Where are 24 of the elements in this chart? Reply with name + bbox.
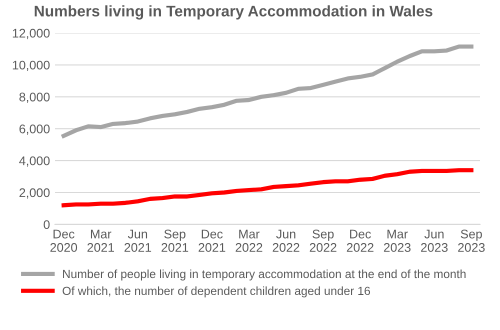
x-tick-label: Jun 2021 xyxy=(124,230,152,252)
x-tick-label: Sep 2021 xyxy=(162,230,188,252)
x-tick-label: Dec 2020 xyxy=(50,230,78,252)
y-tick-label: 4,000 xyxy=(19,156,50,167)
y-tick-label: 6,000 xyxy=(19,124,50,135)
line-series xyxy=(62,168,474,208)
x-tick-label: Jun 2023 xyxy=(421,230,448,252)
y-tick-label: 10,000 xyxy=(12,60,50,72)
legend-label: Of which, the number of dependent children aged under 16 xyxy=(62,286,370,298)
x-tick-label: Sep 2023 xyxy=(458,230,485,252)
x-tick-label: Sep 2022 xyxy=(310,230,336,252)
x-tick-label: Mar 2021 xyxy=(87,230,114,252)
x-tick-label: Jun 2022 xyxy=(272,230,300,252)
line-series xyxy=(62,44,474,138)
chart-title: Numbers living in Temporary Accommodation in Wales xyxy=(34,5,432,20)
legend-label: Number of people living in temporary accommodation at the end of the month xyxy=(63,269,466,280)
x-tick-label: Mar 2022 xyxy=(236,230,262,252)
x-tick-label: Dec 2022 xyxy=(346,230,374,252)
y-tick-label: 12,000 xyxy=(12,28,50,40)
x-tick-label: Mar 2023 xyxy=(384,230,411,252)
y-tick-label: 0 xyxy=(44,220,50,230)
x-tick-label: Dec 2021 xyxy=(198,230,226,252)
y-tick-label: 8,000 xyxy=(19,92,50,103)
y-tick-label: 2,000 xyxy=(19,188,50,199)
